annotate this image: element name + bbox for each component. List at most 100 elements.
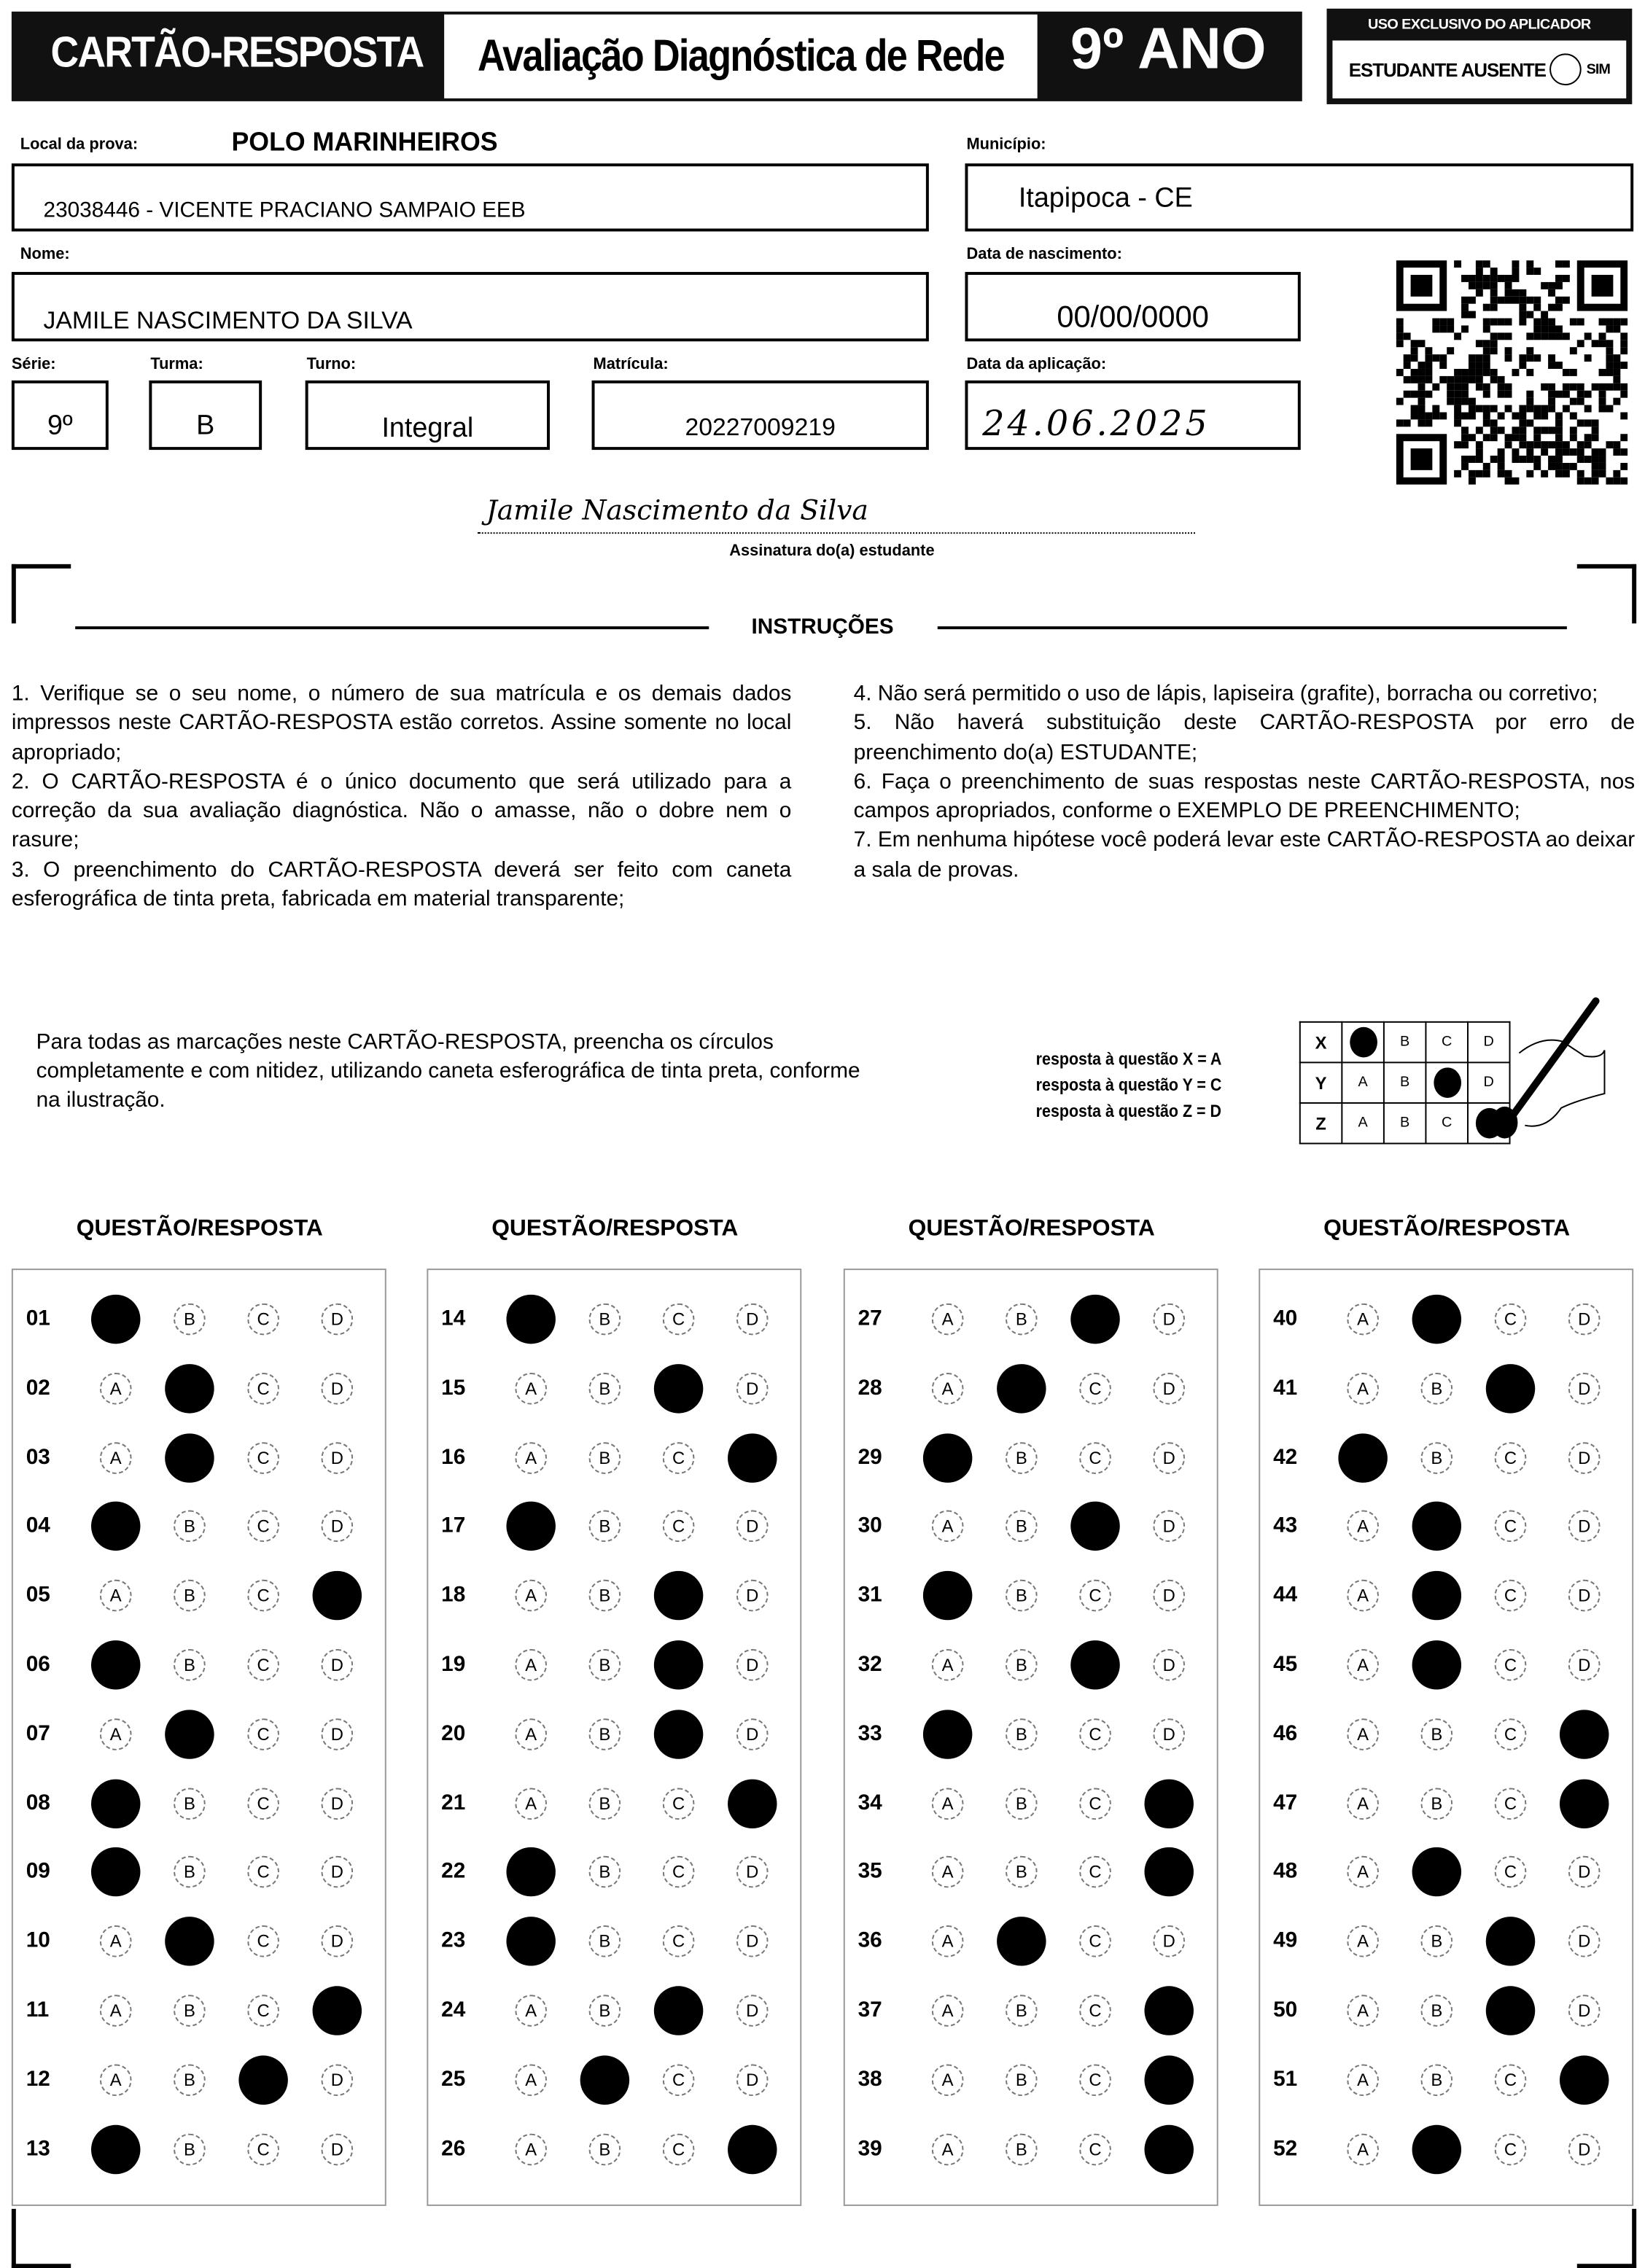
answer-bubble-d[interactable]: D — [736, 2064, 769, 2096]
answer-bubble-c[interactable]: C — [247, 1787, 279, 1820]
answer-bubble-b[interactable]: B — [1420, 1787, 1453, 1820]
answer-bubble-d[interactable]: D — [1153, 1511, 1186, 1543]
answer-bubble-a[interactable]: A — [99, 1718, 132, 1750]
answer-bubble-d[interactable]: D — [321, 1648, 354, 1681]
answer-bubble-d[interactable]: D — [321, 1718, 354, 1750]
filled-answer-bubble[interactable] — [728, 2124, 777, 2174]
answer-bubble-b[interactable]: B — [1006, 1648, 1038, 1681]
answer-bubble-c[interactable]: C — [247, 1718, 279, 1750]
answer-bubble-c[interactable]: C — [1494, 1441, 1527, 1474]
answer-bubble-c[interactable]: C — [662, 1303, 695, 1336]
filled-answer-bubble[interactable] — [165, 1917, 214, 1966]
answer-bubble-d[interactable]: D — [321, 2064, 354, 2096]
answer-bubble-a[interactable]: A — [99, 1925, 132, 1957]
answer-bubble-d[interactable]: D — [736, 1648, 769, 1681]
filled-answer-bubble[interactable] — [1485, 1917, 1536, 1966]
filled-answer-bubble[interactable] — [312, 1571, 362, 1621]
answer-bubble-a[interactable]: A — [931, 1648, 964, 1681]
answer-bubble-c[interactable]: C — [1494, 1303, 1527, 1336]
answer-bubble-d[interactable]: D — [1153, 1648, 1186, 1681]
answer-bubble-a[interactable]: A — [931, 1787, 964, 1820]
answer-bubble-b[interactable]: B — [1420, 1925, 1453, 1957]
answer-bubble-b[interactable]: B — [174, 1995, 206, 2027]
filled-answer-bubble[interactable] — [1412, 1847, 1462, 1898]
filled-answer-bubble[interactable] — [1412, 1502, 1462, 1551]
answer-bubble-d[interactable]: D — [1153, 1925, 1186, 1957]
answer-bubble-a[interactable]: A — [515, 1441, 548, 1474]
answer-bubble-a[interactable]: A — [1347, 2064, 1379, 2096]
answer-bubble-a[interactable]: A — [515, 1718, 548, 1750]
filled-answer-bubble[interactable] — [1144, 2055, 1194, 2105]
filled-answer-bubble[interactable] — [91, 2124, 141, 2174]
filled-answer-bubble[interactable] — [1144, 1778, 1194, 1828]
answer-bubble-b[interactable]: B — [588, 1925, 621, 1957]
filled-answer-bubble[interactable] — [91, 1502, 141, 1551]
answer-bubble-c[interactable]: C — [1079, 2064, 1111, 2096]
answer-bubble-b[interactable]: B — [174, 1648, 206, 1681]
answer-bubble-b[interactable]: B — [1420, 2064, 1453, 2096]
answer-bubble-d[interactable]: D — [321, 1441, 354, 1474]
filled-answer-bubble[interactable] — [922, 1433, 973, 1482]
answer-bubble-b[interactable]: B — [1420, 1995, 1453, 2027]
answer-bubble-c[interactable]: C — [1079, 2132, 1111, 2165]
filled-answer-bubble[interactable] — [1144, 2124, 1194, 2174]
answer-bubble-a[interactable]: A — [1347, 1580, 1379, 1612]
answer-bubble-c[interactable]: C — [1079, 1925, 1111, 1957]
answer-bubble-b[interactable]: B — [588, 1372, 621, 1405]
answer-bubble-a[interactable]: A — [1347, 2132, 1379, 2165]
answer-bubble-d[interactable]: D — [1568, 1303, 1601, 1336]
answer-bubble-b[interactable]: B — [588, 2132, 621, 2165]
answer-bubble-a[interactable]: A — [931, 1925, 964, 1957]
answer-bubble-d[interactable]: D — [321, 1303, 354, 1336]
answer-bubble-a[interactable]: A — [99, 1580, 132, 1612]
answer-bubble-d[interactable]: D — [1568, 1580, 1601, 1612]
filled-answer-bubble[interactable] — [238, 2055, 288, 2105]
answer-bubble-a[interactable]: A — [931, 2064, 964, 2096]
filled-answer-bubble[interactable] — [506, 1847, 556, 1898]
answer-bubble-b[interactable]: B — [1006, 2132, 1038, 2165]
answer-bubble-b[interactable]: B — [174, 1856, 206, 1889]
answer-bubble-d[interactable]: D — [1568, 1511, 1601, 1543]
answer-bubble-b[interactable]: B — [588, 1718, 621, 1750]
answer-bubble-c[interactable]: C — [247, 1441, 279, 1474]
answer-bubble-a[interactable]: A — [931, 1856, 964, 1889]
answer-bubble-c[interactable]: C — [662, 1856, 695, 1889]
answer-bubble-b[interactable]: B — [588, 1303, 621, 1336]
answer-bubble-c[interactable]: C — [662, 1925, 695, 1957]
answer-bubble-a[interactable]: A — [515, 2064, 548, 2096]
answer-bubble-b[interactable]: B — [1006, 1787, 1038, 1820]
filled-answer-bubble[interactable] — [506, 1917, 556, 1966]
filled-answer-bubble[interactable] — [1412, 1640, 1462, 1690]
answer-bubble-c[interactable]: C — [1079, 1441, 1111, 1474]
filled-answer-bubble[interactable] — [1559, 1709, 1609, 1759]
answer-bubble-d[interactable]: D — [736, 1995, 769, 2027]
filled-answer-bubble[interactable] — [91, 1778, 141, 1828]
answer-bubble-d[interactable]: D — [1153, 1580, 1186, 1612]
answer-bubble-b[interactable]: B — [1006, 1580, 1038, 1612]
answer-bubble-c[interactable]: C — [662, 2132, 695, 2165]
answer-bubble-a[interactable]: A — [515, 1648, 548, 1681]
answer-bubble-d[interactable]: D — [1153, 1441, 1186, 1474]
answer-bubble-d[interactable]: D — [1568, 1925, 1601, 1957]
filled-answer-bubble[interactable] — [91, 1847, 141, 1898]
answer-bubble-d[interactable]: D — [1568, 1856, 1601, 1889]
answer-bubble-d[interactable]: D — [1153, 1718, 1186, 1750]
answer-bubble-b[interactable]: B — [588, 1995, 621, 2027]
answer-bubble-c[interactable]: C — [247, 1511, 279, 1543]
filled-answer-bubble[interactable] — [1559, 2055, 1609, 2105]
answer-bubble-a[interactable]: A — [1347, 1718, 1379, 1750]
answer-bubble-c[interactable]: C — [1494, 1787, 1527, 1820]
filled-answer-bubble[interactable] — [1144, 1847, 1194, 1898]
answer-bubble-c[interactable]: C — [1079, 1718, 1111, 1750]
answer-bubble-c[interactable]: C — [247, 1856, 279, 1889]
answer-bubble-b[interactable]: B — [1420, 1718, 1453, 1750]
answer-bubble-a[interactable]: A — [515, 1372, 548, 1405]
answer-bubble-d[interactable]: D — [1153, 1303, 1186, 1336]
answer-bubble-a[interactable]: A — [931, 1995, 964, 2027]
absent-bubble[interactable] — [1549, 53, 1582, 86]
filled-answer-bubble[interactable] — [165, 1363, 214, 1414]
answer-bubble-b[interactable]: B — [588, 1511, 621, 1543]
answer-bubble-d[interactable]: D — [736, 1372, 769, 1405]
answer-bubble-a[interactable]: A — [99, 1995, 132, 2027]
filled-answer-bubble[interactable] — [1070, 1640, 1120, 1690]
